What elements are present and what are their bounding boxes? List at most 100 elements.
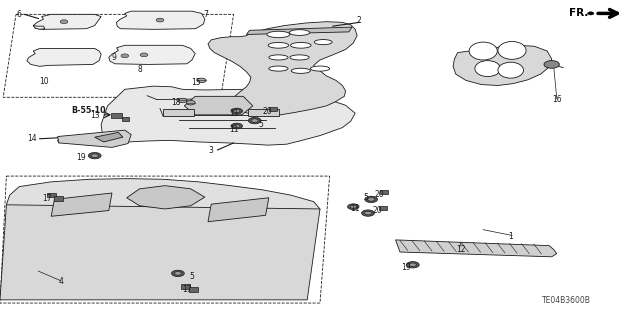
Bar [189,287,198,292]
Text: 5: 5 [189,272,195,281]
Circle shape [367,197,375,201]
Polygon shape [127,186,205,209]
Polygon shape [58,130,131,147]
Text: 2: 2 [356,16,361,25]
Circle shape [140,53,148,57]
Text: 8: 8 [137,65,142,74]
Circle shape [197,78,206,83]
Text: 20: 20 [262,107,273,116]
Circle shape [350,205,356,208]
Text: 15: 15 [191,78,202,87]
Text: TE04B3600B: TE04B3600B [542,296,591,305]
Text: 5: 5 [364,193,369,202]
Ellipse shape [291,42,311,48]
Ellipse shape [290,55,309,60]
Polygon shape [184,96,253,115]
Circle shape [544,61,559,68]
Text: 20: 20 [374,190,384,199]
Circle shape [348,204,359,210]
Text: 11: 11 [229,125,238,134]
Text: 19: 19 [401,263,412,272]
Circle shape [60,20,68,24]
Text: 14: 14 [27,134,37,143]
Text: B-55-10: B-55-10 [71,106,106,115]
Circle shape [234,109,240,113]
Text: 7: 7 [204,10,209,19]
Bar [47,193,56,197]
Text: FR.: FR. [570,8,589,18]
Bar [269,107,278,111]
Polygon shape [109,45,195,64]
Bar [163,109,194,116]
Circle shape [252,119,259,122]
Text: 18: 18 [172,98,180,107]
Polygon shape [116,11,205,29]
Circle shape [588,12,594,15]
Text: 13: 13 [90,111,100,120]
Polygon shape [246,27,352,34]
Text: 17: 17 [42,194,52,203]
Text: 5: 5 [259,120,264,129]
Bar [379,206,387,210]
Polygon shape [453,45,552,85]
Circle shape [248,117,261,124]
Text: 16: 16 [552,95,562,104]
Text: 20: 20 [372,206,383,215]
Text: 6: 6 [17,10,22,19]
Circle shape [406,262,419,268]
Text: 10: 10 [38,77,49,86]
Text: 12: 12 [456,245,465,254]
Polygon shape [27,48,101,66]
Ellipse shape [469,42,497,60]
Bar [122,117,129,121]
Text: 1: 1 [508,232,513,241]
Ellipse shape [314,40,332,45]
Ellipse shape [267,31,290,38]
Text: 11: 11 [229,109,238,118]
Polygon shape [208,22,357,115]
Ellipse shape [498,62,524,78]
Text: 4: 4 [58,277,63,286]
Bar [181,284,190,289]
Circle shape [365,196,378,203]
Bar [111,113,122,118]
Text: 3: 3 [209,146,214,155]
Circle shape [174,272,182,275]
Circle shape [88,152,101,159]
Circle shape [172,270,184,277]
Ellipse shape [268,42,289,48]
Polygon shape [101,86,355,145]
Bar [380,190,388,194]
Ellipse shape [269,66,288,71]
Text: 11: 11 [351,204,360,213]
Circle shape [365,211,371,215]
Ellipse shape [289,30,310,35]
Ellipse shape [475,61,500,77]
Ellipse shape [310,66,330,71]
Polygon shape [51,193,112,216]
Circle shape [156,18,164,22]
Bar [248,109,279,116]
Bar [54,196,63,201]
Circle shape [231,123,243,129]
Ellipse shape [498,41,526,59]
Circle shape [186,100,195,105]
Circle shape [91,154,99,158]
Polygon shape [33,14,101,29]
Circle shape [410,263,417,267]
Circle shape [178,98,187,103]
Circle shape [121,54,129,58]
Text: 19: 19 [76,153,86,162]
Text: 9: 9 [111,53,116,62]
Circle shape [231,108,243,114]
Circle shape [362,210,374,216]
Polygon shape [0,205,320,300]
Circle shape [234,124,240,128]
Polygon shape [396,240,557,257]
Text: 17: 17 [182,285,192,294]
Ellipse shape [291,68,310,73]
Polygon shape [95,132,123,142]
Polygon shape [33,26,45,29]
Polygon shape [6,179,320,246]
Ellipse shape [269,55,288,60]
